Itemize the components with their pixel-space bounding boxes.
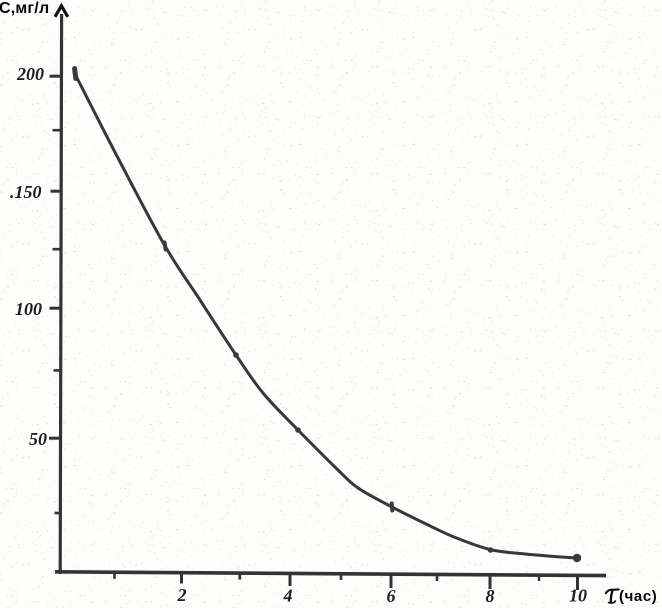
svg-text:6: 6 xyxy=(387,586,396,606)
svg-text:.150: .150 xyxy=(10,182,42,202)
svg-text:2: 2 xyxy=(177,585,187,605)
svg-text:8: 8 xyxy=(486,586,495,606)
svg-text:50: 50 xyxy=(29,429,47,449)
svg-text:4: 4 xyxy=(283,586,293,606)
svg-text:10: 10 xyxy=(569,586,587,606)
svg-text:(час): (час) xyxy=(619,588,657,605)
svg-text:200: 200 xyxy=(16,64,44,84)
svg-text:С,мг/л: С,мг/л xyxy=(0,0,49,17)
svg-text:100: 100 xyxy=(15,299,42,319)
